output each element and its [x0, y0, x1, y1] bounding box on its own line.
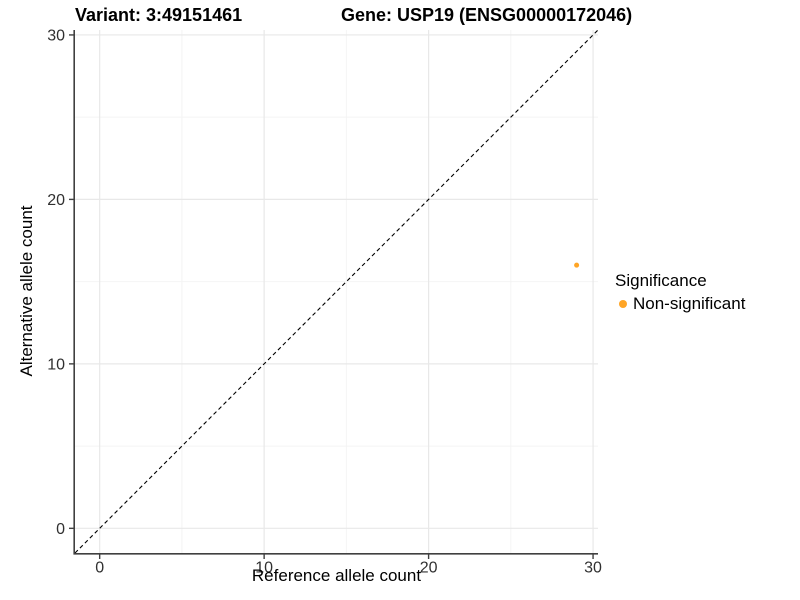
legend: Significance Non-significant: [615, 271, 745, 314]
x-axis-title: Reference allele count: [251, 566, 422, 585]
x-tick-label-0: 0: [95, 560, 104, 577]
y-tick-label-30: 30: [47, 27, 65, 44]
x-tick-label-10: 10: [255, 560, 273, 577]
legend-key-dot-icon: [619, 300, 627, 308]
y-tick-label-10: 10: [47, 356, 65, 373]
legend-item-label: Non-significant: [633, 294, 746, 313]
identity-line: [74, 29, 599, 554]
x-tick-label-20: 20: [420, 560, 438, 577]
y-axis-title: Alternative allele count: [17, 205, 36, 377]
y-tick-label-20: 20: [47, 192, 65, 209]
data-point-29-16: [574, 262, 580, 268]
figure-title-variant: Variant: 3:49151461: [75, 5, 243, 25]
y-tick-label-0: 0: [56, 521, 65, 538]
legend-item-non-significant: Non-significant: [615, 294, 745, 314]
figure-title-gene: Gene: USP19 (ENSG00000172046): [341, 5, 633, 25]
legend-title: Significance: [615, 271, 707, 290]
x-tick-label-30: 30: [584, 560, 602, 577]
axis-lines: [73, 30, 598, 555]
